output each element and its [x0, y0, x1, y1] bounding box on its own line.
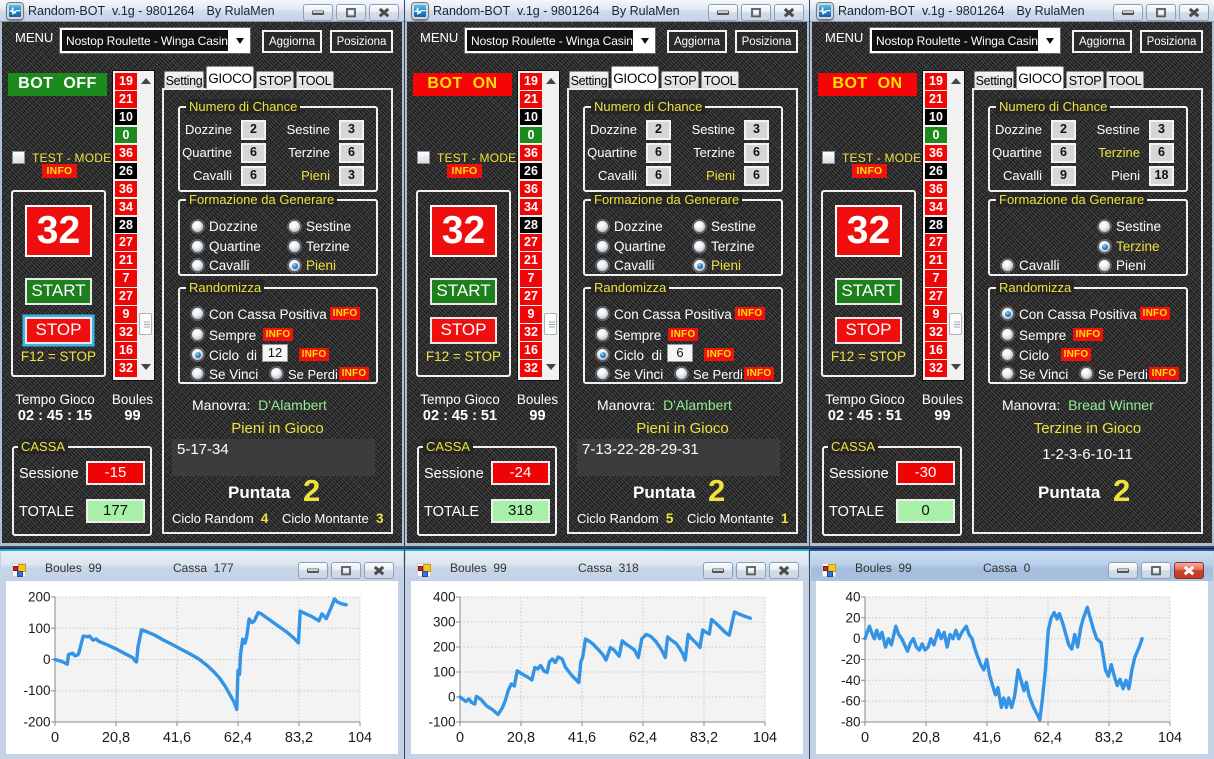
svg-text:83,2: 83,2 — [285, 730, 313, 746]
svg-text:20,8: 20,8 — [507, 730, 535, 746]
svg-text:0: 0 — [43, 652, 51, 667]
svg-text:200: 200 — [433, 640, 456, 655]
svg-text:40: 40 — [845, 590, 860, 605]
svg-text:104: 104 — [348, 730, 372, 746]
svg-text:0: 0 — [853, 631, 861, 646]
svg-text:0: 0 — [448, 690, 456, 705]
svg-text:0: 0 — [51, 730, 59, 746]
svg-text:83,2: 83,2 — [690, 730, 718, 746]
svg-text:0: 0 — [861, 730, 869, 746]
svg-text:300: 300 — [433, 615, 456, 630]
svg-text:104: 104 — [1158, 730, 1182, 746]
svg-text:400: 400 — [433, 590, 456, 605]
svg-text:41,6: 41,6 — [973, 730, 1001, 746]
svg-text:104: 104 — [753, 730, 777, 746]
svg-text:41,6: 41,6 — [568, 730, 596, 746]
svg-text:-80: -80 — [841, 715, 861, 730]
svg-text:83,2: 83,2 — [1095, 730, 1123, 746]
svg-text:-60: -60 — [841, 694, 861, 709]
svg-text:20: 20 — [845, 610, 860, 625]
svg-text:0: 0 — [456, 730, 464, 746]
svg-text:-200: -200 — [23, 715, 50, 730]
svg-text:100: 100 — [433, 665, 456, 680]
svg-text:20,8: 20,8 — [102, 730, 130, 746]
svg-text:-100: -100 — [428, 715, 455, 730]
svg-text:62,4: 62,4 — [1034, 730, 1062, 746]
svg-text:20,8: 20,8 — [912, 730, 940, 746]
svg-text:41,6: 41,6 — [163, 730, 191, 746]
svg-text:62,4: 62,4 — [629, 730, 657, 746]
svg-text:62,4: 62,4 — [224, 730, 252, 746]
svg-text:200: 200 — [28, 590, 51, 605]
svg-text:-40: -40 — [841, 673, 861, 688]
svg-text:100: 100 — [28, 621, 51, 636]
svg-text:-100: -100 — [23, 683, 50, 698]
svg-text:-20: -20 — [841, 652, 861, 667]
